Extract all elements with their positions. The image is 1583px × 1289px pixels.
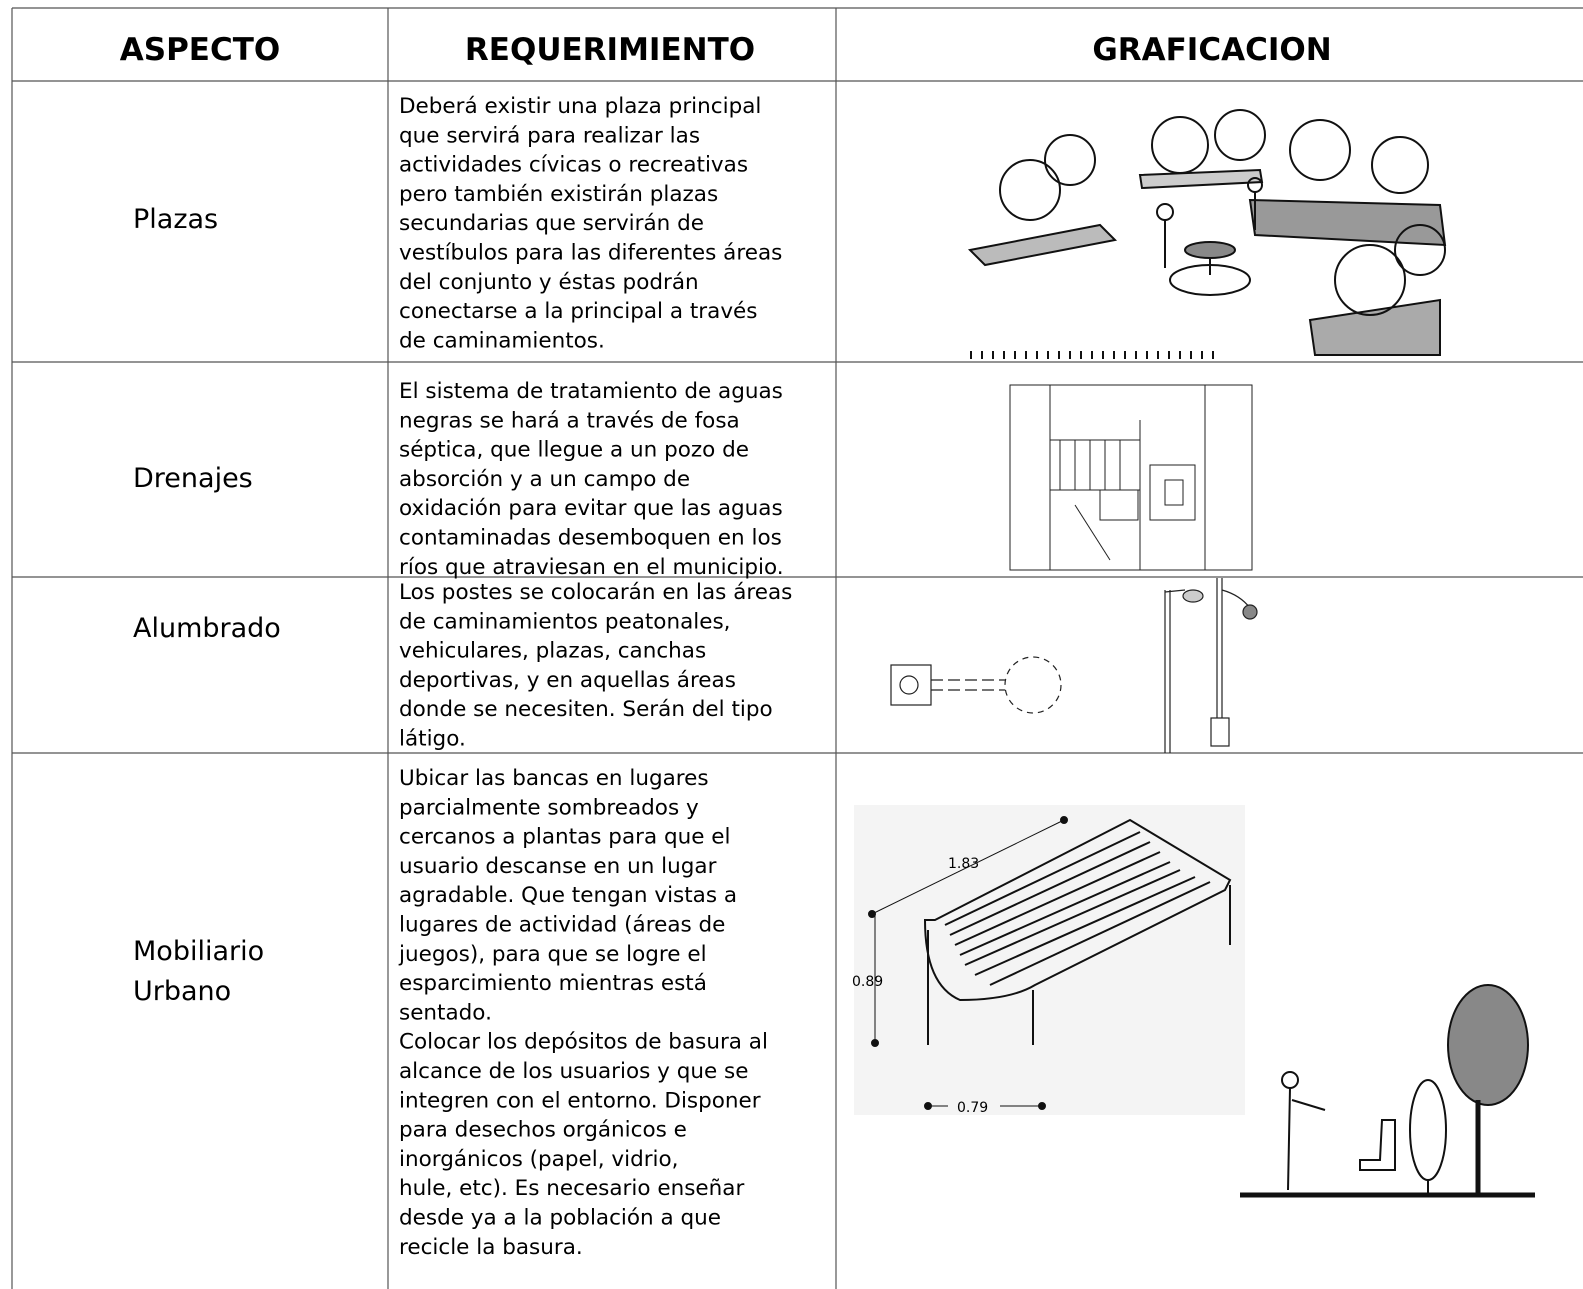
requirement-line: esparcimiento mientras está <box>399 971 707 996</box>
requirement-line: El sistema de tratamiento de aguas <box>399 379 783 404</box>
requirement-line: juegos), para que se logre el <box>398 942 707 967</box>
requirement-line: Los postes se colocarán en las áreas <box>399 580 792 605</box>
requirement-line: recicle la basura. <box>399 1235 583 1260</box>
requirement-line: agradable. Que tengan vistas a <box>399 883 737 908</box>
requirement-line: lugares de actividad (áreas de <box>399 913 725 938</box>
requirement-line: integren con el entorno. Disponer <box>399 1088 761 1113</box>
dimension-label: 0.89 <box>852 974 883 990</box>
dimension-label: 0.79 <box>957 1100 988 1116</box>
requirement-line: pero también existirán plazas <box>399 182 718 207</box>
requirement-line: oxidación para evitar que las aguas <box>399 496 783 521</box>
requirement-line: de caminamientos. <box>399 328 605 353</box>
requirement-line: ríos que atraviesan en el municipio. <box>399 555 784 580</box>
table-grid <box>11 7 1583 1289</box>
requirement-line: sentado. <box>399 1000 492 1025</box>
column-header: ASPECTO <box>120 32 280 68</box>
requirement-line: usuario descanse en un lugar <box>399 854 717 879</box>
requirement-line: que servirá para realizar las <box>399 123 700 148</box>
requirement-line: conectarse a la principal a través <box>399 299 757 324</box>
requirement-line: para desechos orgánicos e <box>399 1118 687 1143</box>
requirement-line: secundarias que servirán de <box>399 211 704 236</box>
dimension-label: 1.83 <box>948 856 979 872</box>
requirement-line: alcance de los usuarios y que se <box>399 1059 748 1084</box>
aspect-label: Drenajes <box>133 463 253 494</box>
requirement-line: contaminadas desemboquen en los <box>399 526 782 551</box>
requirement-line: de caminamientos peatonales, <box>399 609 731 634</box>
requirement-line: donde se necesiten. Serán del tipo <box>399 697 773 722</box>
drainage-drawing <box>1009 384 1253 571</box>
requirement-line: actividades cívicas o recreativas <box>399 153 748 178</box>
column-header: GRAFICACION <box>1092 32 1331 68</box>
plaza-drawing <box>967 109 1447 359</box>
requirement-line: desde ya a la población a que <box>399 1206 721 1231</box>
lighting-drawing <box>890 578 1258 753</box>
aspect-label: Alumbrado <box>133 613 281 644</box>
requirement-line: hule, etc). Es necesario enseñar <box>399 1176 744 1201</box>
requirement-line: séptica, que llegue a un pozo de <box>399 438 749 463</box>
bench-drawing <box>854 805 1245 1115</box>
requirement-line: Colocar los depósitos de basura al <box>399 1030 768 1055</box>
requirement-line: inorgánicos (papel, vidrio, <box>399 1147 679 1172</box>
aspect-label: Urbano <box>133 976 231 1007</box>
requirement-line: látigo. <box>399 727 466 752</box>
park-scene-drawing <box>1240 984 1535 1198</box>
requirement-line: del conjunto y éstas podrán <box>399 270 699 295</box>
aspect-label: Mobiliario <box>133 936 264 967</box>
requirement-line: negras se hará a través de fosa <box>399 408 740 433</box>
requirement-line: Deberá existir una plaza principal <box>399 94 761 119</box>
requirement-line: Ubicar las bancas en lugares <box>399 766 709 791</box>
requirement-line: cercanos a plantas para que el <box>399 825 731 850</box>
requirement-line: absorción y a un campo de <box>399 467 690 492</box>
column-header: REQUERIMIENTO <box>465 32 755 68</box>
aspect-label: Plazas <box>133 204 218 235</box>
requirement-line: vestíbulos para las diferentes áreas <box>399 241 782 266</box>
requirement-line: parcialmente sombreados y <box>399 795 699 820</box>
requirement-line: deportivas, y en aquellas áreas <box>399 668 736 693</box>
requirement-line: vehiculares, plazas, canchas <box>399 639 706 664</box>
